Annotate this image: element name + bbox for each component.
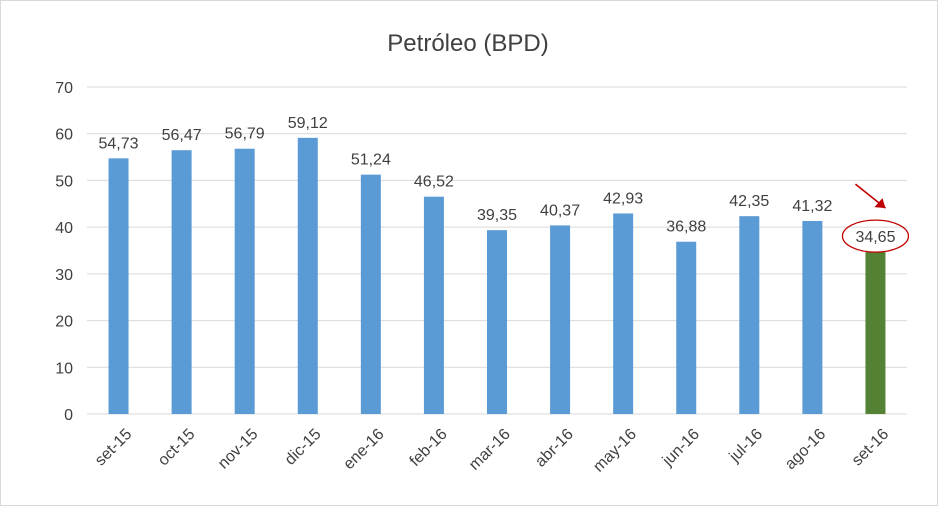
data-label-may-16: 42,93: [603, 190, 643, 207]
x-tick-label: nov-15: [215, 426, 262, 473]
y-tick-label: 50: [55, 173, 73, 190]
data-label-abr-16: 40,37: [540, 202, 580, 219]
bar-set-15: [108, 158, 129, 414]
bar-dic-15: [297, 137, 318, 415]
y-tick-label: 40: [55, 220, 73, 237]
x-tick-label: ene-16: [340, 426, 387, 473]
bar-nov-15: [234, 148, 255, 414]
x-axis-ticks: set-15 oct-15 nov-15 dic-15 ene-16 feb-16 mar-…: [92, 426, 892, 476]
x-tick-label: may-16: [590, 426, 640, 476]
x-tick-label: feb-16: [407, 426, 451, 470]
y-tick-label: 70: [55, 80, 73, 97]
bar-oct-15: [171, 150, 192, 415]
data-label-ago-16: 41,32: [792, 198, 832, 215]
bar-ago-16: [802, 220, 823, 414]
y-tick-label: 60: [55, 127, 73, 144]
x-tick-label: ago-16: [782, 426, 829, 473]
y-tick-label: 10: [55, 360, 73, 377]
x-tick-label: mar-16: [466, 426, 514, 474]
x-tick-label: set-15: [92, 426, 136, 470]
data-label-dic-15: 59,12: [288, 115, 328, 132]
chart-title: Petróleo (BPD): [387, 30, 548, 57]
y-axis-ticks: 0 10 20 30 40 50 60 70: [55, 80, 73, 424]
highlight-annotation: [841, 183, 910, 253]
x-tick-label: dic-15: [282, 426, 325, 469]
bar-feb-16: [423, 196, 444, 414]
x-tick-label: jul-16: [726, 426, 766, 466]
data-label-oct-15: 56,47: [162, 127, 202, 144]
y-tick-label: 20: [55, 314, 73, 331]
data-label-nov-15: 56,79: [225, 126, 265, 143]
data-labels: 54,73 56,47 56,79 59,12 51,24 46,52 39,35 40,37…: [99, 115, 896, 246]
bar-mar-16: [487, 230, 507, 414]
arrow-head: [874, 198, 886, 209]
data-label-set-15: 54,73: [99, 135, 139, 152]
data-label-jul-16: 42,35: [729, 193, 769, 210]
bars: [108, 137, 886, 415]
bar-may-16: [613, 213, 634, 414]
data-label-ene-16: 51,24: [351, 152, 391, 169]
x-tick-label: oct-15: [155, 426, 199, 470]
bar-jul-16: [739, 216, 760, 414]
bar-abr-16: [550, 225, 571, 414]
bar-set-16: [865, 252, 886, 414]
x-tick-label: set-16: [849, 426, 893, 470]
data-label-set-16: 34,65: [855, 229, 895, 246]
y-tick-label: 30: [55, 267, 73, 284]
data-label-feb-16: 46,52: [414, 174, 454, 191]
bar-ene-16: [360, 174, 381, 414]
bar-jun-16: [676, 241, 697, 414]
y-tick-label: 0: [64, 407, 73, 424]
data-label-mar-16: 39,35: [477, 207, 517, 224]
highlight-ellipse: [841, 219, 910, 253]
data-label-jun-16: 36,88: [666, 219, 706, 236]
x-tick-label: jun-16: [659, 426, 703, 470]
x-tick-label: abr-16: [532, 426, 577, 471]
